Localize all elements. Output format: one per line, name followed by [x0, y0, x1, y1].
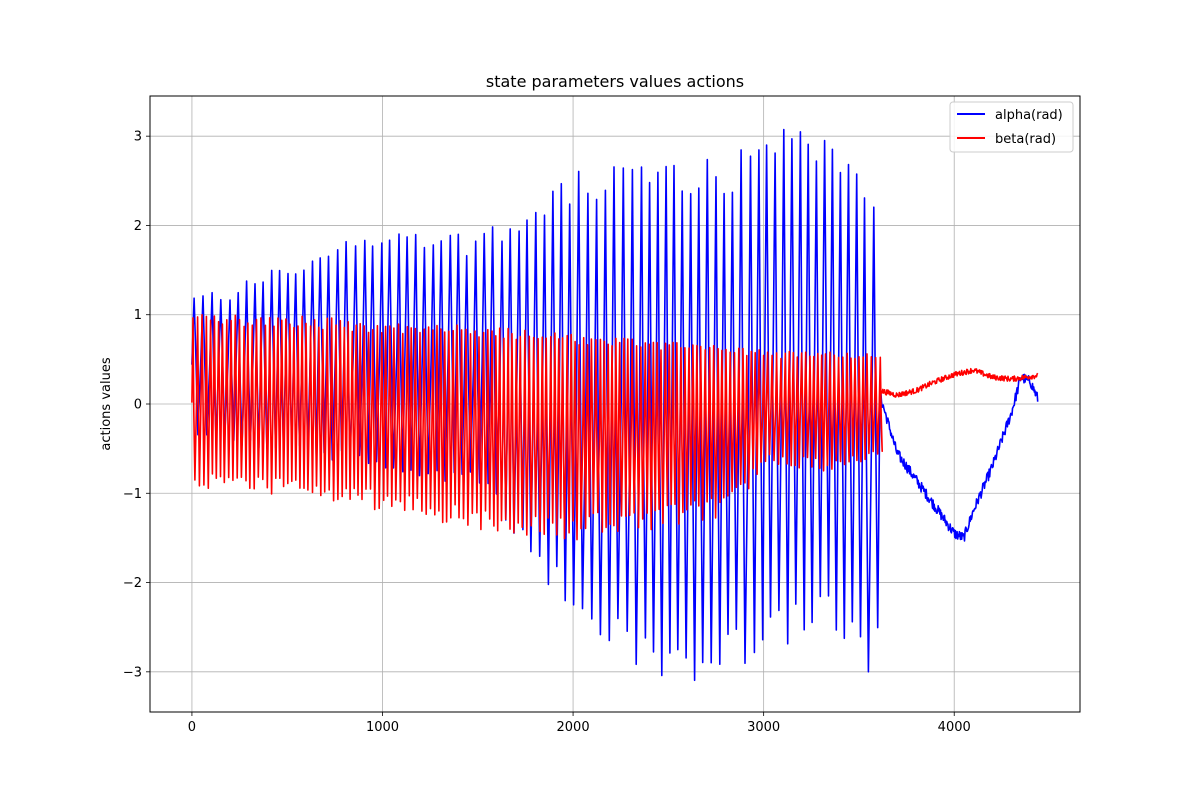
y-tick-label: 0 [134, 398, 142, 413]
chart-title: state parameters values actions [486, 72, 744, 91]
legend-label-beta: beta(rad) [995, 132, 1056, 147]
legend: alpha(rad) beta(rad) [949, 101, 1074, 153]
y-tick-label: 2 [134, 219, 142, 234]
y-tick-label: 1 [134, 308, 142, 323]
x-tick-label: 1000 [366, 720, 399, 735]
x-tick-label: 4000 [938, 720, 971, 735]
x-tick-label: 0 [188, 720, 196, 735]
y-tick-label: −1 [123, 487, 142, 502]
y-tick-label: 3 [134, 130, 142, 145]
y-tick-label: −3 [123, 665, 142, 680]
series-group [191, 128, 1039, 682]
axis-ticks: 0 1000 2000 3000 4000 −3 −2 −1 0 1 2 3 [123, 130, 971, 735]
x-tick-label: 3000 [747, 720, 780, 735]
series-line-beta [191, 314, 1039, 541]
y-tick-label: −2 [123, 576, 142, 591]
x-tick-label: 2000 [557, 720, 590, 735]
legend-label-alpha: alpha(rad) [995, 108, 1063, 123]
y-axis-label: actions values [99, 357, 114, 450]
